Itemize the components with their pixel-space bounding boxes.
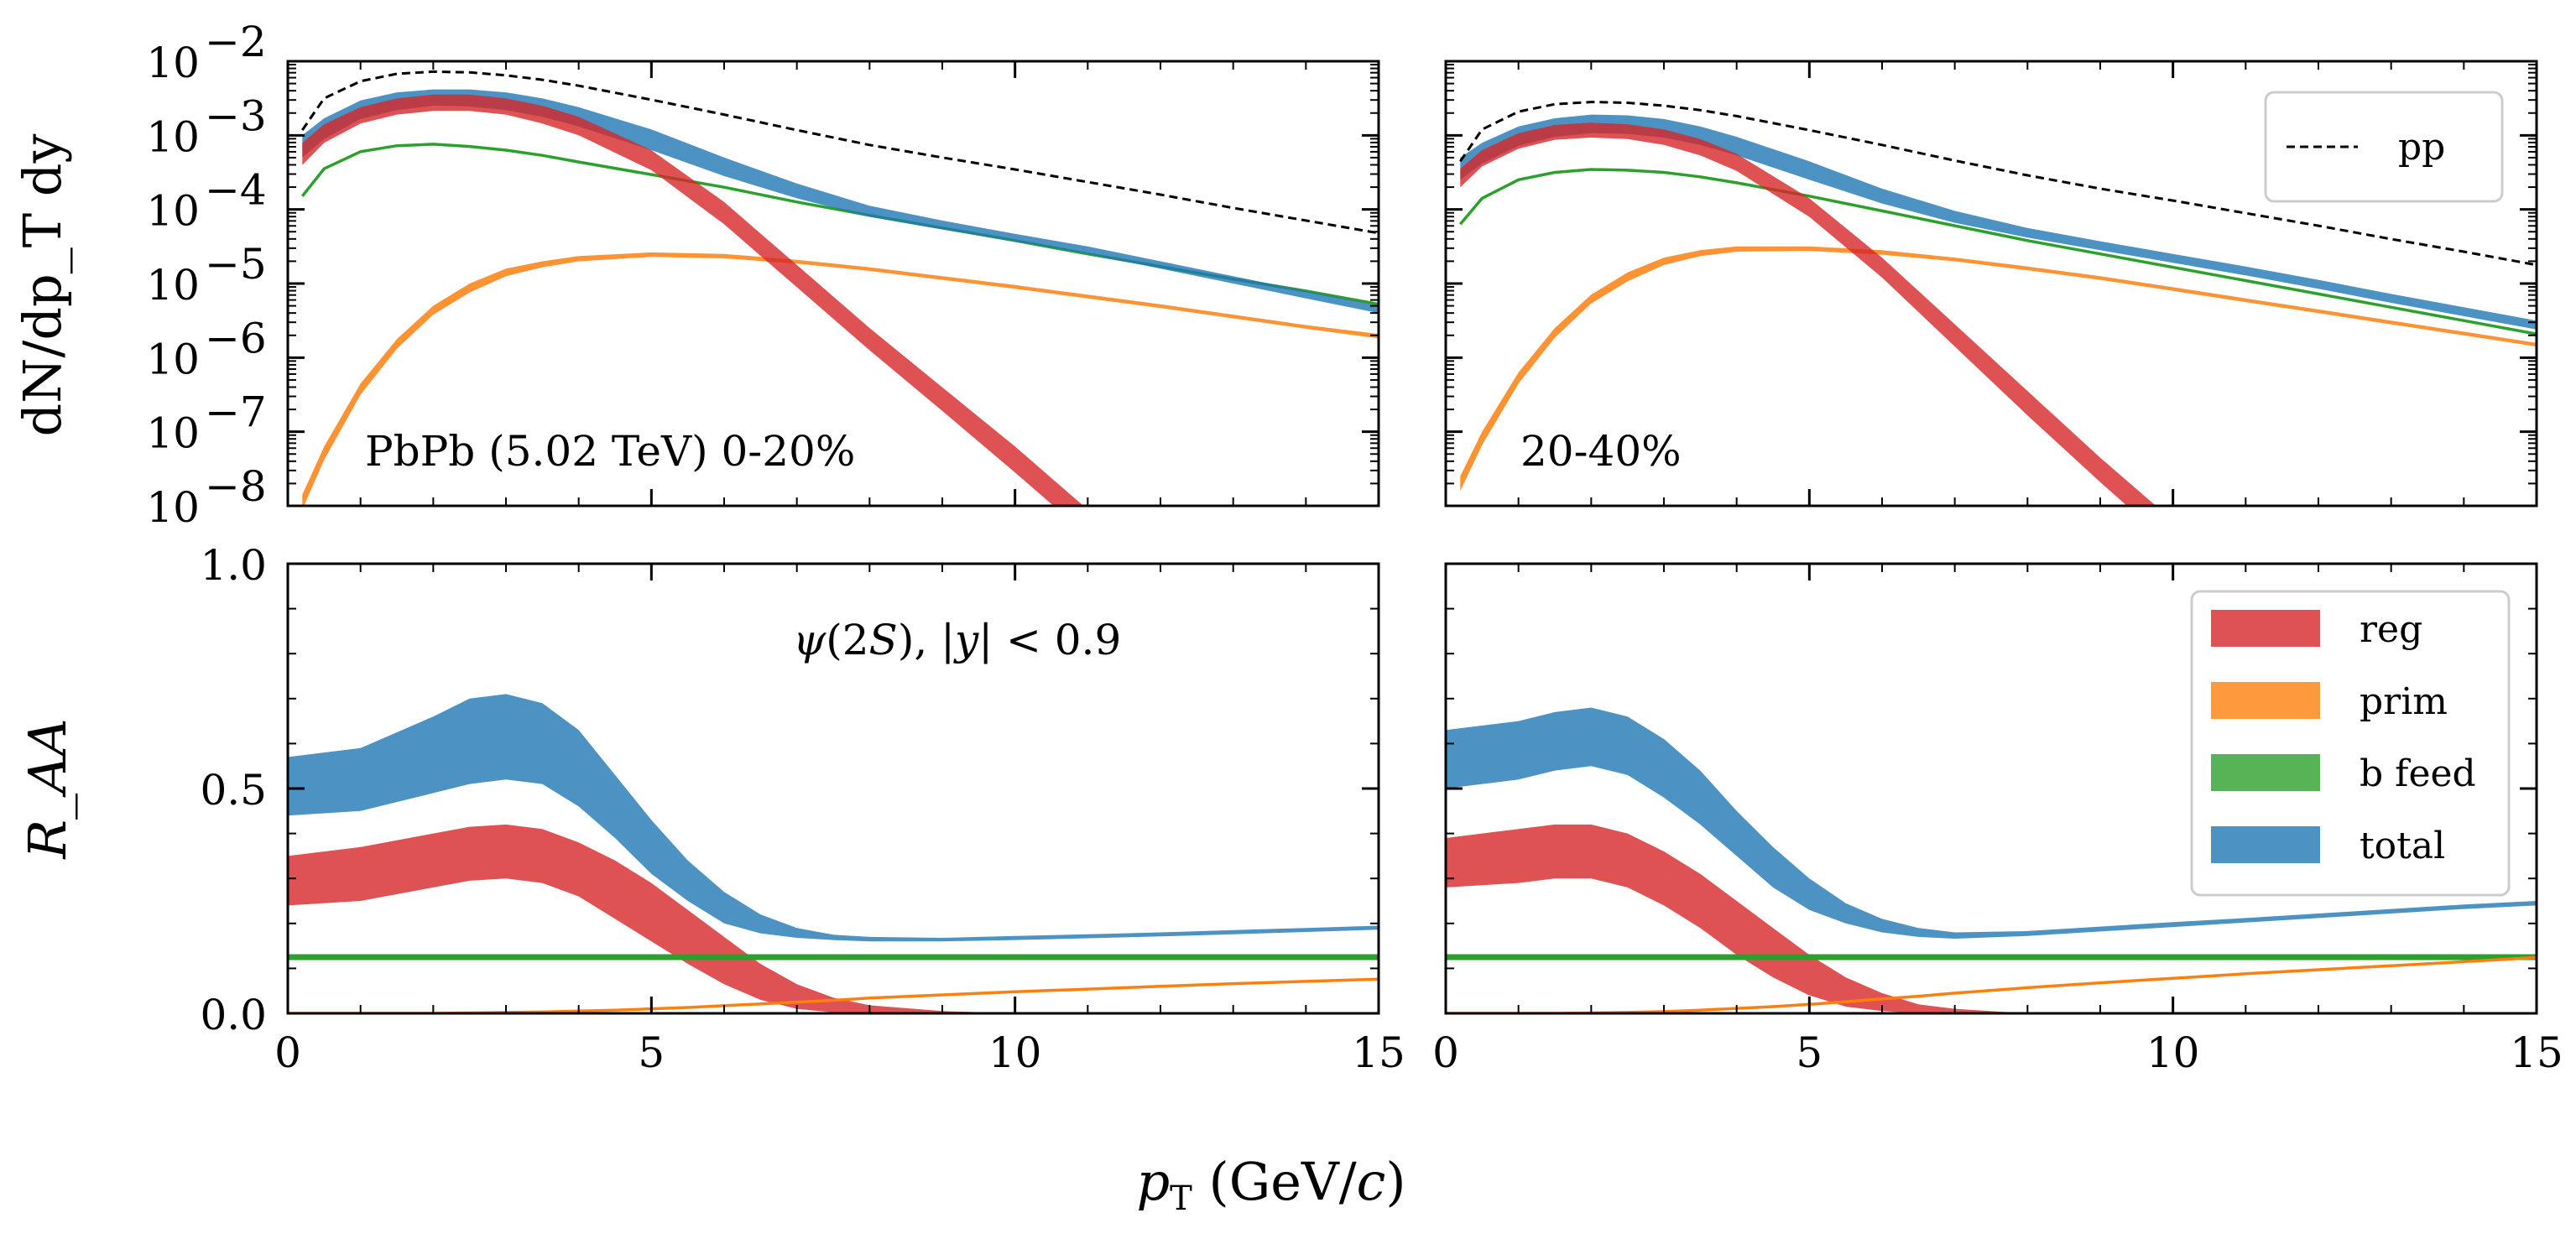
x-axis-label-p: p <box>1136 1151 1170 1212</box>
yield-ytick-label-1: 10 <box>146 112 200 161</box>
yield-ytick-exp-2: −4 <box>205 166 267 215</box>
legend-raa: reg prim b feed total <box>2190 590 2511 897</box>
legend-yield: pp <box>2264 91 2504 203</box>
x-axis-label-close: ) <box>1385 1151 1405 1212</box>
yield-bfeed-line-1 <box>1458 168 2537 336</box>
legend-raa-frame <box>2190 590 2511 897</box>
legend-reg-swatch <box>2211 610 2320 647</box>
x-tick-label-0-1: 5 <box>638 1028 665 1077</box>
raa-annotation-rest: | < 0.9 <box>978 616 1121 664</box>
x-tick-label-0-3: 15 <box>1352 1028 1405 1077</box>
legend-pp-label: pp <box>2398 126 2445 169</box>
raa-reg-band-0 <box>288 824 1379 1013</box>
yield-total-band-1 <box>1460 114 2537 330</box>
yield-ytick-label-6: 10 <box>146 483 200 532</box>
raa-reg-band-1 <box>1446 824 2537 1013</box>
yield-ytick-exp-3: −5 <box>205 240 267 289</box>
x-tick-label-1-3: 15 <box>2510 1028 2563 1077</box>
yield-ytick-label-0: 10 <box>146 39 200 87</box>
x-tick-label-1-0: 0 <box>1432 1028 1459 1077</box>
yield-ytick-exp-0: −2 <box>205 18 267 66</box>
raa-ylabel-text: R_AA <box>17 718 78 859</box>
x-tick-label-0-0: 0 <box>274 1028 301 1077</box>
yield-ytick-label-2: 10 <box>146 187 200 236</box>
raa-plot-area-0 <box>288 694 1379 1013</box>
yield-reg-band-1 <box>1460 122 2156 506</box>
raa-annotation-bar: | <box>941 616 955 664</box>
annotation-panel-1: 20-40% <box>1520 427 1682 476</box>
yield-plot-area-0 <box>300 70 1379 506</box>
yield-ytick-exp-4: −6 <box>205 314 267 362</box>
x-axis-label: pT (GeV/c) <box>1136 1151 1405 1218</box>
legend-total-label: total <box>2360 825 2445 867</box>
raa-annotation-close: ), <box>898 616 941 664</box>
legend-total-swatch <box>2211 826 2320 863</box>
yield-ytick-label-3: 10 <box>146 261 200 310</box>
yield-ytick-label-4: 10 <box>146 335 200 383</box>
x-axis-label-c: c <box>1357 1151 1386 1212</box>
legend-reg-label: reg <box>2360 608 2422 651</box>
legend-bfeed-label: b feed <box>2360 752 2476 795</box>
yield-ytick-exp-5: −7 <box>205 388 267 437</box>
raa-annotation-S: S <box>869 616 898 664</box>
raa-ytick-label-2: 1.0 <box>200 541 267 590</box>
raa-ytick-label-1: 0.5 <box>200 766 267 815</box>
yield-pp-line-1 <box>1459 101 2537 267</box>
yield-ytick-exp-1: −3 <box>205 91 267 140</box>
raa-annotation-state: (2 <box>826 616 868 664</box>
x-axis-label-sub: T <box>1170 1179 1192 1218</box>
legend-prim-label: prim <box>2360 680 2448 723</box>
x-tick-label-1-1: 5 <box>1796 1028 1822 1077</box>
yield-ytick-label-5: 10 <box>146 409 200 458</box>
x-tick-label-1-2: 10 <box>2146 1028 2200 1077</box>
yield-ylabel-text: dN/dp_T dy <box>12 134 73 437</box>
raa-ylabel: R_AA <box>17 718 78 859</box>
raa-total-band-1 <box>1446 707 2537 939</box>
legend-prim-swatch <box>2211 682 2320 719</box>
yield-plot-area-1 <box>1458 101 2537 506</box>
raa-annotation-psi: ψ <box>793 616 827 664</box>
yield-ylabel: dN/dp_T dy <box>12 134 73 437</box>
legend-bfeed-swatch <box>2211 754 2320 791</box>
x-tick-label-0-2: 10 <box>988 1028 1042 1077</box>
raa-total-band-0 <box>288 694 1379 942</box>
yield-pp-line-0 <box>301 70 1379 235</box>
yield-ytick-exp-6: −8 <box>205 462 267 511</box>
legend-yield-frame <box>2264 91 2504 203</box>
raa-ytick-label-0: 0.0 <box>200 991 267 1039</box>
yield-total-band-0 <box>302 89 1379 314</box>
annotation-panel-0: PbPb (5.02 TeV) 0-20% <box>365 427 855 476</box>
raa-annotation: ψ(2S), |y| < 0.9 <box>793 616 1121 664</box>
raa-prim-line-1 <box>1446 955 2537 1013</box>
raa-annotation-y: y <box>953 616 979 664</box>
x-axis-label-units: (GeV/ <box>1192 1151 1357 1212</box>
